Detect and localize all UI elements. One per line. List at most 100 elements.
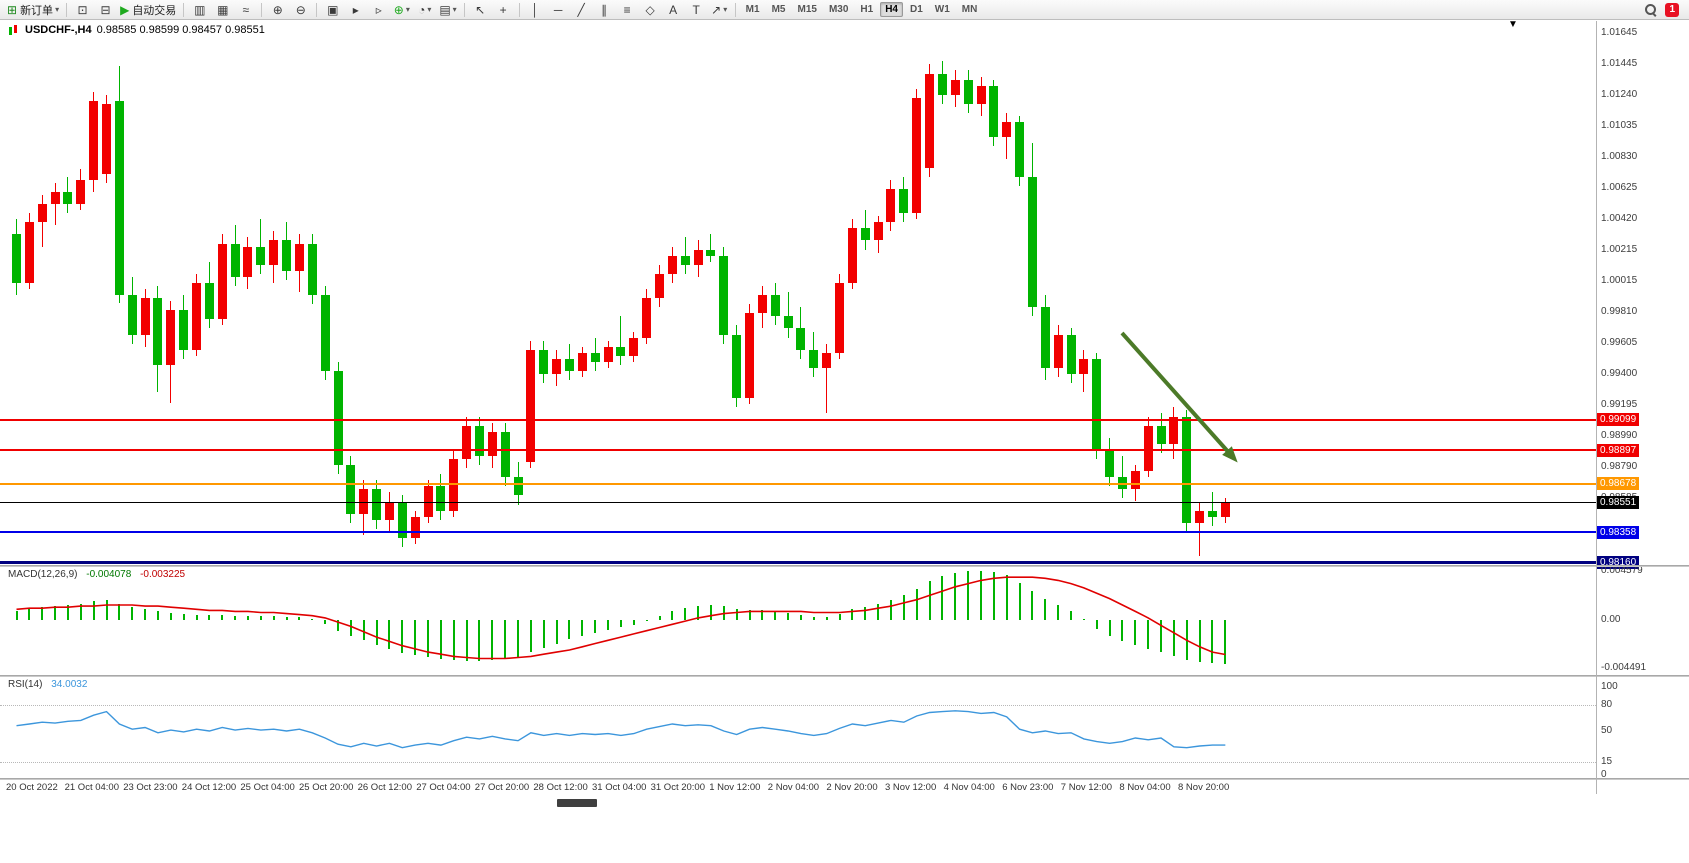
chart-area[interactable] <box>0 21 1596 794</box>
candle-wick <box>826 343 828 414</box>
price-axis-label: 0.99810 <box>1601 305 1638 317</box>
horizontal-scrollbar-thumb[interactable] <box>557 799 597 807</box>
line-chart-icon: ≈ <box>242 2 250 17</box>
candle <box>1130 471 1140 490</box>
candle <box>179 310 189 350</box>
horizontal-line-button[interactable]: ─ <box>547 0 570 19</box>
macd-histogram-bar <box>401 620 404 654</box>
text-button[interactable]: A <box>662 0 685 19</box>
macd-histogram-bar <box>529 620 532 653</box>
horizontal-line[interactable] <box>0 482 1596 485</box>
candle <box>346 465 356 514</box>
chart-menu-arrow-icon[interactable]: ▼ <box>1508 19 1518 30</box>
fibonacci-button[interactable]: ≡ <box>616 0 639 19</box>
horizontal-line[interactable] <box>0 502 1596 504</box>
chart-window-button[interactable]: ⊡ <box>71 0 94 19</box>
pane-divider-macd[interactable] <box>0 565 1689 567</box>
macd-histogram-bar <box>774 611 777 620</box>
macd-histogram-bar <box>954 572 957 620</box>
auto-scroll-icon: ▸ <box>352 2 359 17</box>
candlestick-button[interactable]: ▦ <box>211 0 234 19</box>
arrows-button[interactable]: ↗ ▾ <box>708 0 731 19</box>
macd-histogram-bar <box>1134 620 1137 645</box>
price-axis[interactable] <box>1596 21 1689 794</box>
macd-histogram-bar <box>1057 605 1060 620</box>
time-axis-label: 27 Oct 20:00 <box>474 782 530 793</box>
timeframe-d1[interactable]: D1 <box>909 4 923 15</box>
timeframe-m15[interactable]: M15 <box>797 4 817 15</box>
templates-button[interactable]: ▤ ▾ <box>436 0 459 19</box>
label-icon: T <box>692 2 700 17</box>
macd-histogram-bar <box>1031 591 1034 620</box>
macd-histogram-bar <box>285 616 288 620</box>
new-order-button[interactable]: ⊞ 新订单 ▾ <box>4 0 62 19</box>
timeframe-m5[interactable]: M5 <box>771 4 786 15</box>
time-axis-label: 8 Nov 20:00 <box>1178 782 1230 793</box>
macd-histogram-bar <box>1121 620 1124 642</box>
macd-histogram-bar <box>851 609 854 620</box>
candle <box>822 352 832 368</box>
crosshair-button[interactable]: + <box>492 0 515 19</box>
periods-button[interactable]: ◔ ▾ <box>413 0 436 19</box>
horizontal-line[interactable] <box>0 560 1596 564</box>
macd-label-row: MACD(12,26,9) -0.004078 -0.003225 <box>8 569 191 580</box>
macd-histogram-bar <box>221 614 224 620</box>
time-axis-label: 23 Oct 23:00 <box>123 782 178 793</box>
price-axis-label: 1.01645 <box>1601 27 1638 39</box>
horizontal-line[interactable] <box>0 531 1596 534</box>
new-order-icon: ⊞ <box>7 2 18 17</box>
trendline-button[interactable]: ╱ <box>570 0 593 19</box>
line-chart-button[interactable]: ≈ <box>234 0 257 19</box>
time-axis-label: 28 Oct 12:00 <box>533 782 588 793</box>
candle <box>1040 307 1050 368</box>
zoom-in-button[interactable]: ⊕ <box>266 0 289 19</box>
arrows-icon: ↗ <box>711 2 722 17</box>
timeframe-m1[interactable]: M1 <box>745 4 760 15</box>
bar-chart-button[interactable]: ▥ <box>188 0 211 19</box>
macd-histogram-bar <box>1224 620 1227 664</box>
candle-wick <box>1199 501 1201 557</box>
horizontal-line[interactable] <box>0 418 1596 421</box>
macd-histogram-bar <box>542 620 545 648</box>
candle <box>873 222 883 241</box>
indicators-button[interactable]: ⊕ ▾ <box>390 0 413 19</box>
rsi-axis-label: 50 <box>1601 725 1613 736</box>
notification-badge[interactable]: 1 <box>1665 2 1679 17</box>
label-button[interactable]: T <box>685 0 708 19</box>
channel-button[interactable]: ∥ <box>593 0 616 19</box>
macd-histogram-bar <box>182 613 185 620</box>
candle <box>783 316 793 329</box>
cursor-button[interactable]: ↖ <box>469 0 492 19</box>
indicators-icon: ⊕ <box>393 2 404 17</box>
timeframe-h4[interactable]: H4 <box>880 2 903 17</box>
candle <box>1220 502 1230 517</box>
search-icon[interactable] <box>1645 3 1657 16</box>
pane-divider-rsi[interactable] <box>0 675 1689 677</box>
chart-shift-button[interactable]: ▹ <box>367 0 390 19</box>
timeframe-mn[interactable]: MN <box>961 4 978 15</box>
macd-histogram-bar <box>889 599 892 620</box>
timeframe-h1[interactable]: H1 <box>860 4 874 15</box>
macd-histogram-bar <box>568 620 571 640</box>
candle <box>1207 510 1217 517</box>
timeframe-w1[interactable]: W1 <box>934 4 950 15</box>
price-axis-label: 0.99605 <box>1601 336 1638 348</box>
zoom-out-button[interactable]: ⊖ <box>289 0 312 19</box>
candle <box>384 501 394 520</box>
new-chart-button[interactable]: ⊟ <box>94 0 117 19</box>
auto-scroll-button[interactable]: ▸ <box>344 0 367 19</box>
timeframe-m30[interactable]: M30 <box>828 4 849 15</box>
macd-histogram-bar <box>349 620 352 637</box>
candle <box>886 188 896 223</box>
tile-windows-button[interactable]: ▣ <box>321 0 344 19</box>
shapes-button[interactable]: ◇ <box>639 0 662 19</box>
vertical-line-button[interactable]: │ <box>524 0 547 19</box>
macd-histogram-bar <box>1095 620 1098 629</box>
candle <box>474 425 484 456</box>
cursor-icon: ↖ <box>475 2 486 17</box>
macd-histogram-bar <box>118 603 121 620</box>
time-axis-label: 3 Nov 12:00 <box>885 782 937 793</box>
candle <box>1092 358 1102 450</box>
horizontal-line[interactable] <box>0 449 1596 452</box>
autotrading-button[interactable]: ▶ 自动交易 <box>117 0 179 19</box>
